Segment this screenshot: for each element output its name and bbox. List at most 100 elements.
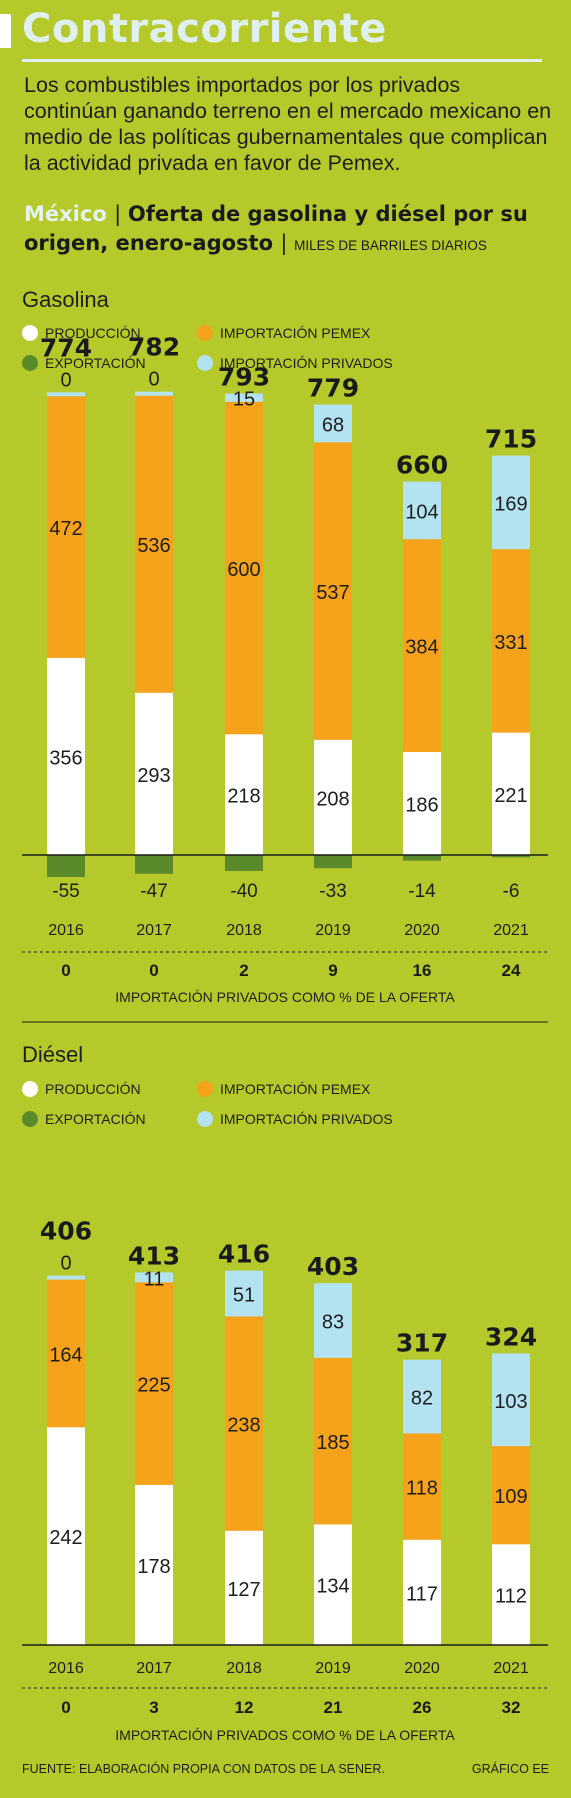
legend-label-importacion_privados: IMPORTACIÓN PRIVADOS xyxy=(220,355,393,371)
share-value: 0 xyxy=(61,1698,70,1717)
x-tick-label: 2021 xyxy=(493,1660,529,1677)
legend-swatch-importacion_pemex xyxy=(197,1081,213,1097)
data-label-importacion_pemex: 118 xyxy=(406,1478,438,1500)
share-value: 24 xyxy=(502,961,521,980)
x-tick-label: 2019 xyxy=(315,922,351,939)
total-label: 774 xyxy=(40,333,92,362)
share-value: 0 xyxy=(61,961,70,980)
bar-importacion_pemex xyxy=(314,442,352,740)
footer-source: FUENTE: ELABORACIÓN PROPIA CON DATOS DE … xyxy=(22,1762,385,1776)
data-label-produccion: 127 xyxy=(227,1579,260,1601)
data-label-produccion: 221 xyxy=(494,785,527,807)
data-label-importacion_privados: 51 xyxy=(233,1285,255,1307)
bar-importacion_pemex xyxy=(403,539,441,752)
share-value: 0 xyxy=(149,961,158,980)
data-label-produccion: 117 xyxy=(406,1583,438,1605)
bar-importacion_privados xyxy=(47,1275,85,1280)
panel-title: Gasolina xyxy=(22,287,110,312)
total-label: 715 xyxy=(485,425,537,454)
bar-importacion_pemex xyxy=(135,1282,173,1485)
total-label: 324 xyxy=(485,1322,537,1351)
bar-exportacion xyxy=(47,855,85,877)
data-label-importacion_pemex: 536 xyxy=(137,535,170,557)
title-rule xyxy=(22,59,542,62)
data-label-produccion: 242 xyxy=(49,1527,82,1549)
data-label-exportacion: -6 xyxy=(503,881,520,902)
bar-importacion_pemex xyxy=(492,549,530,733)
legend-swatch-exportacion xyxy=(22,1111,38,1127)
x-tick-label: 2018 xyxy=(226,922,262,939)
bar-importacion_privados xyxy=(135,1272,173,1283)
data-label-importacion_pemex: 185 xyxy=(316,1432,349,1454)
bar-produccion xyxy=(314,1524,352,1645)
data-label-produccion: 178 xyxy=(137,1556,170,1578)
data-label-exportacion: -40 xyxy=(230,881,257,902)
data-label-importacion_pemex: 384 xyxy=(405,637,438,659)
intro-text: Los combustibles importados por los priv… xyxy=(24,73,552,175)
bar-importacion_privados xyxy=(135,391,173,396)
data-label-importacion_pemex: 331 xyxy=(494,632,527,654)
total-label: 660 xyxy=(396,451,448,480)
header-mark xyxy=(0,14,11,48)
x-tick-label: 2019 xyxy=(315,1660,351,1677)
data-label-importacion_pemex: 225 xyxy=(137,1375,170,1397)
subtitle-country: México xyxy=(24,202,107,226)
legend-label-importacion_pemex: IMPORTACIÓN PEMEX xyxy=(220,1081,371,1097)
total-label: 416 xyxy=(218,1240,270,1269)
data-label-importacion_privados: 82 xyxy=(411,1388,433,1410)
data-label-importacion_pemex: 537 xyxy=(316,582,349,604)
subtitle-main: Oferta de gasolina y diésel por su orige… xyxy=(24,202,528,255)
bar-exportacion xyxy=(492,855,530,858)
bar-produccion xyxy=(225,734,263,855)
legend-label-produccion: PRODUCCIÓN xyxy=(45,325,141,341)
bar-importacion_privados xyxy=(492,1353,530,1447)
bar-importacion_pemex xyxy=(225,401,263,735)
x-tick-label: 2016 xyxy=(48,922,84,939)
bar-produccion xyxy=(314,739,352,855)
total-label: 413 xyxy=(128,1241,180,1270)
data-label-produccion: 208 xyxy=(316,788,349,810)
data-label-importacion_privados: 169 xyxy=(494,493,527,515)
data-label-produccion: 293 xyxy=(137,765,170,787)
bar-importacion_privados xyxy=(47,392,85,397)
share-value: 26 xyxy=(413,1698,432,1717)
x-tick-label: 2017 xyxy=(136,1660,172,1677)
share-value: 32 xyxy=(502,1698,521,1717)
bar-importacion_privados xyxy=(225,1270,263,1317)
data-label-produccion: 356 xyxy=(49,747,82,769)
bar-exportacion xyxy=(314,855,352,869)
legend-swatch-exportacion xyxy=(22,355,38,371)
share-axis-label: IMPORTACIÓN PRIVADOS COMO % DE LA OFERTA xyxy=(115,989,455,1005)
bar-importacion_privados xyxy=(225,393,263,402)
bar-importacion_pemex xyxy=(314,1357,352,1525)
share-value: 2 xyxy=(239,961,248,980)
page-title: Contracorriente xyxy=(22,6,387,52)
share-value: 16 xyxy=(413,961,432,980)
data-label-produccion: 218 xyxy=(227,786,260,808)
data-label-importacion_pemex: 600 xyxy=(227,559,260,581)
data-label-importacion_privados: 11 xyxy=(144,1268,165,1290)
x-tick-label: 2020 xyxy=(404,922,440,939)
subtitle-separator: | xyxy=(114,202,128,226)
data-label-importacion_privados: 68 xyxy=(322,414,344,436)
bar-produccion xyxy=(225,1530,263,1645)
data-label-exportacion: -55 xyxy=(52,881,79,902)
data-label-exportacion: -47 xyxy=(140,881,167,902)
bar-produccion xyxy=(47,657,85,855)
x-tick-label: 2021 xyxy=(493,922,529,939)
bar-importacion_pemex xyxy=(47,396,85,658)
bar-produccion xyxy=(403,751,441,855)
data-label-importacion_pemex: 472 xyxy=(49,518,82,540)
share-value: 12 xyxy=(235,1698,254,1717)
data-label-importacion_pemex: 238 xyxy=(227,1415,260,1437)
bar-produccion xyxy=(47,1427,85,1645)
share-axis-label: IMPORTACIÓN PRIVADOS COMO % DE LA OFERTA xyxy=(115,1727,455,1743)
bar-exportacion xyxy=(403,855,441,861)
subtitle-units: MILES DE BARRILES DIARIOS xyxy=(294,238,487,253)
data-label-exportacion: -14 xyxy=(408,881,436,902)
data-label-exportacion: -33 xyxy=(319,881,346,902)
data-label-importacion_privados: 104 xyxy=(405,501,438,523)
data-label-produccion: 134 xyxy=(316,1576,349,1598)
legend-label-exportacion: EXPORTACIÓN xyxy=(45,1111,146,1127)
